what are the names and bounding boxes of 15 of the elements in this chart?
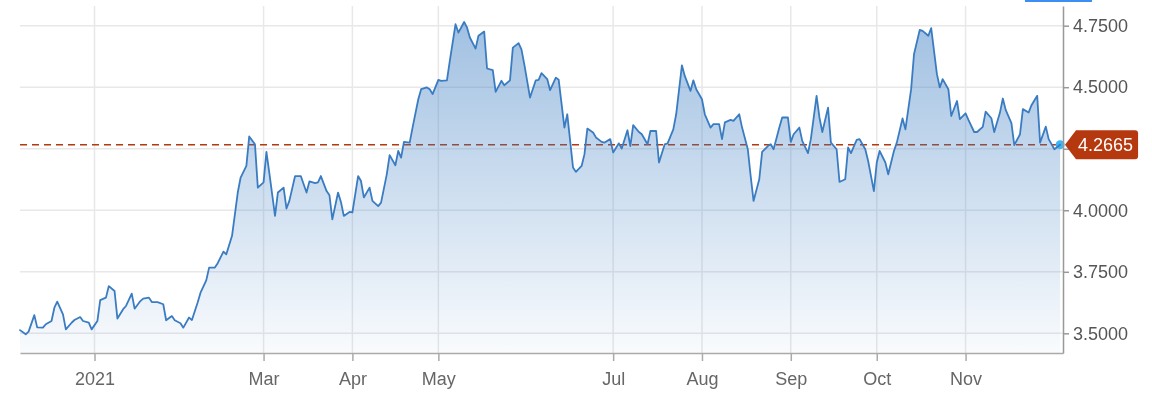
x-tick-label: Oct — [863, 368, 892, 389]
y-tick-label: 3.7500 — [1073, 262, 1129, 283]
x-tick-label: May — [421, 368, 456, 389]
x-tick-label: 2021 — [74, 368, 116, 389]
x-tick-label: Jul — [602, 368, 626, 389]
y-tick-label: 4.7500 — [1073, 15, 1129, 36]
x-tick-label: Mar — [248, 368, 280, 389]
y-tick-label: 4.5000 — [1073, 77, 1129, 98]
x-tick-label: Apr — [338, 368, 367, 389]
x-tick-label: Aug — [686, 368, 719, 389]
x-tick-label: Sep — [775, 368, 808, 389]
y-tick-label: 3.5000 — [1073, 323, 1129, 344]
x-tick-label: Nov — [950, 368, 983, 389]
y-tick-label: 4.0000 — [1073, 200, 1129, 221]
ref-line-label: 4.2665 — [1078, 135, 1134, 156]
